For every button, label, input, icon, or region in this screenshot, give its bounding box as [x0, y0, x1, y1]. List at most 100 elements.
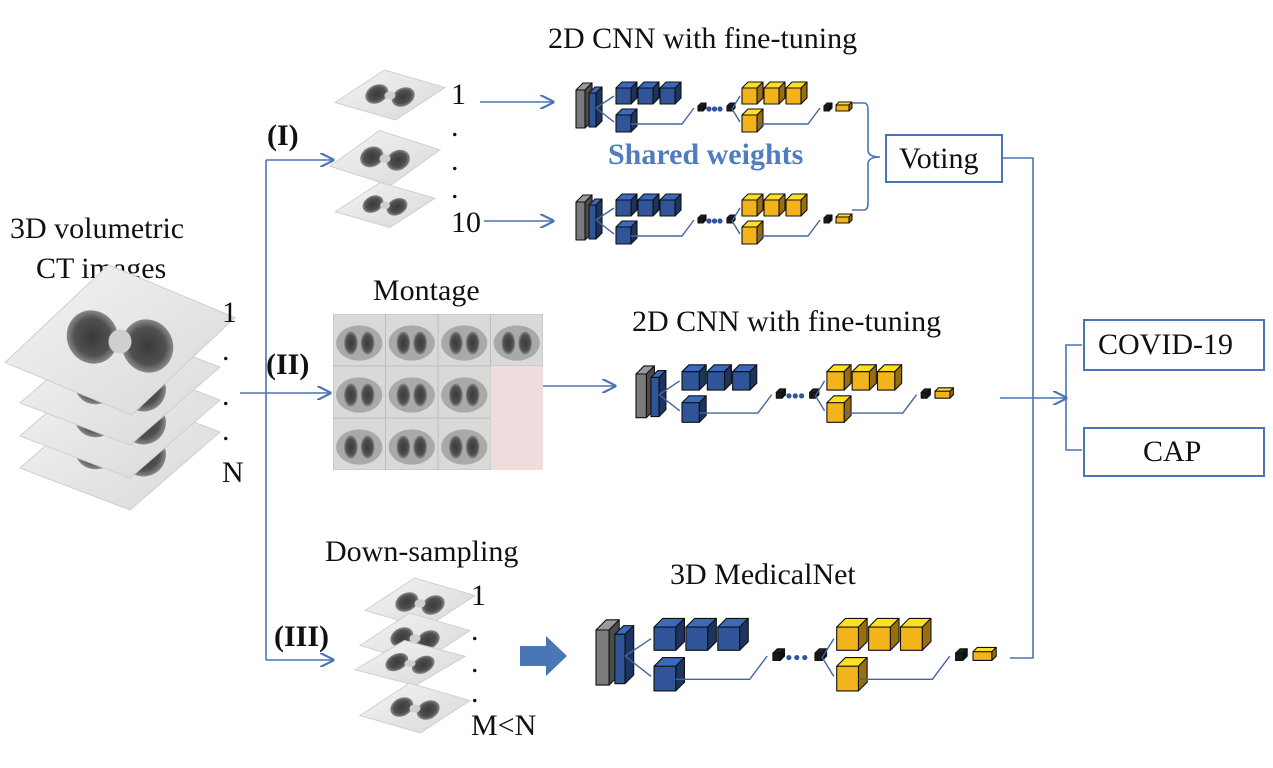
- pool-block: [697, 102, 707, 112]
- blue-conv-block: [732, 364, 758, 391]
- branch-2-label: (II): [266, 348, 309, 381]
- blue-input-block: [614, 625, 635, 685]
- orange-conv-block: [836, 656, 868, 692]
- montage-grid: [333, 314, 543, 470]
- b1-cnn-top: [575, 81, 853, 133]
- ct-slice: [4, 264, 236, 416]
- branch-3-slices: [353, 577, 477, 734]
- input-title-line1: 3D volumetric: [10, 212, 184, 245]
- branch-1-label: (I): [267, 119, 299, 152]
- ct-slice: [333, 181, 437, 229]
- pool-block: [823, 214, 833, 224]
- ct-slice: [353, 639, 467, 687]
- blue-conv-block: [615, 193, 638, 217]
- pool-block: [920, 388, 931, 399]
- blue-input-block: [588, 198, 603, 240]
- b3-slice-dot: .: [471, 676, 479, 709]
- fc-output-block: [835, 213, 853, 224]
- pool-block: [814, 648, 828, 662]
- ellipsis-dot: [799, 393, 805, 399]
- covid-output-box: [1083, 319, 1265, 371]
- montage-cell: [386, 366, 438, 418]
- ellipsis-dot: [711, 218, 718, 224]
- ellipsis-dot: [792, 393, 798, 399]
- blue-conv-block: [685, 617, 717, 651]
- orange-conv-block: [785, 81, 808, 105]
- orange-conv-block: [868, 617, 900, 651]
- b3-block-arrow: [520, 636, 567, 676]
- branch-1-slices: [328, 69, 447, 229]
- pool-block: [823, 102, 833, 112]
- blue-conv-block: [637, 81, 660, 105]
- branch-3-label: (III): [274, 620, 329, 653]
- ct-slice: [358, 682, 472, 734]
- montage-empty-cell: [490, 366, 543, 418]
- fc-output-block: [972, 646, 997, 662]
- ellipsis-dot: [706, 218, 712, 224]
- montage-cell: [386, 418, 438, 470]
- ct-slice: [328, 129, 442, 187]
- orange-conv-block: [741, 108, 764, 133]
- fc-output-block: [934, 387, 954, 399]
- b3-slice-dot: .: [471, 646, 479, 679]
- voting-box: [885, 134, 1003, 183]
- orange-conv-block: [785, 193, 808, 217]
- orange-conv-block: [876, 364, 903, 391]
- orange-conv-block: [741, 193, 764, 217]
- blue-conv-block: [615, 108, 638, 133]
- blue-input-block: [650, 369, 667, 418]
- montage-cell: [491, 314, 543, 366]
- b3-network-title: 3D MedicalNet: [670, 558, 856, 591]
- montage-cell: [438, 418, 490, 470]
- montage-title: Montage: [373, 274, 480, 307]
- b1-slice-first: 1: [451, 78, 466, 111]
- voting-bracket: [852, 102, 881, 211]
- ellipsis-dot: [706, 106, 712, 112]
- input-ct-volume: 3D volumetric CT images 1 . . . N: [4, 212, 244, 511]
- shared-weights-label: Shared weights: [608, 138, 803, 171]
- blue-conv-block: [637, 193, 660, 217]
- b2-cnn: [635, 364, 954, 423]
- b1-slice-dot: .: [451, 110, 459, 143]
- input-index-first: 1: [222, 296, 237, 329]
- input-index-dot: .: [222, 379, 230, 412]
- blue-conv-block: [706, 364, 733, 391]
- ct-slice: [333, 69, 447, 121]
- blue-conv-block: [681, 395, 707, 423]
- blue-conv-block: [653, 656, 686, 692]
- ellipsis-dot: [794, 654, 800, 661]
- blue-conv-block: [659, 81, 682, 105]
- orange-conv-block: [763, 81, 786, 105]
- orange-conv-block: [741, 220, 764, 245]
- ellipsis-dot: [717, 218, 723, 224]
- ellipsis-dot: [786, 654, 792, 661]
- b3-slice-first: 1: [471, 579, 486, 612]
- orange-conv-block: [826, 395, 852, 423]
- montage-cell: [438, 314, 490, 366]
- fc-output-block: [835, 101, 853, 112]
- orange-conv-block: [836, 617, 868, 651]
- ct-slice-stack: [4, 264, 236, 511]
- pool-block: [697, 214, 707, 224]
- blue-conv-block: [681, 364, 707, 391]
- input-index-last: N: [222, 456, 244, 489]
- pool-block: [775, 388, 787, 399]
- montage-cell: [333, 314, 385, 366]
- ellipsis-dot: [786, 393, 792, 399]
- pool-block: [955, 648, 968, 662]
- orange-conv-block: [899, 617, 932, 651]
- b1-slice-dot: .: [451, 144, 459, 177]
- b1-slice-last: 10: [451, 206, 481, 239]
- orange-conv-block: [851, 364, 877, 391]
- blue-conv-block: [615, 220, 638, 245]
- orange-conv-block: [826, 364, 852, 391]
- ellipsis-dot: [711, 106, 718, 112]
- b3-medicalnet: [595, 617, 997, 692]
- branch-connectors: [240, 160, 333, 660]
- b1-slice-dot: .: [451, 172, 459, 205]
- voting-label: Voting: [899, 142, 978, 175]
- montage-cell: [386, 314, 438, 366]
- covid-output-label: COVID-19: [1098, 328, 1233, 361]
- montage-cell: [333, 418, 385, 470]
